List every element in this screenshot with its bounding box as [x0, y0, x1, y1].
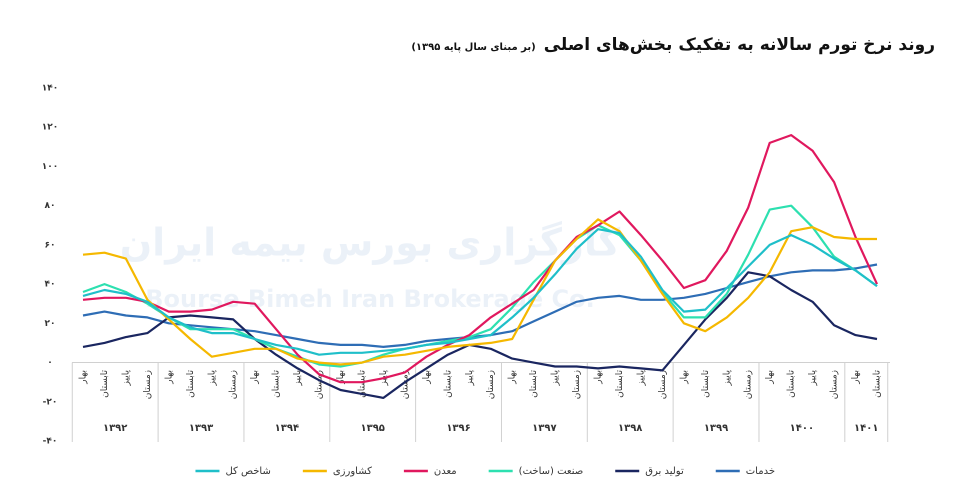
x-tick-label: پاییز	[465, 370, 475, 387]
x-tick-label: بهار	[79, 370, 89, 385]
y-tick-label: -۴۰	[43, 437, 58, 447]
x-tick-label: بهار	[851, 370, 861, 385]
y-tick-label: ۱۰۰	[42, 162, 58, 172]
x-tick-label: بهار	[250, 370, 260, 385]
y-tick-label: ۱۴۰	[42, 84, 58, 94]
x-tick-label: بهار	[336, 370, 346, 385]
x-tick-label: زمستان	[658, 370, 668, 399]
y-tick-label: ۴۰	[45, 280, 56, 290]
x-tick-label: تابستان	[701, 370, 711, 398]
year-label: ۱۳۹۶	[446, 423, 470, 434]
y-tick-label: ۱۲۰	[42, 123, 58, 133]
x-tick-label: پاییز	[207, 370, 217, 387]
x-tick-label: تابستان	[615, 370, 625, 398]
x-tick-label: زمستان	[229, 370, 239, 399]
year-label: ۱۴۰۰	[790, 423, 814, 434]
x-tick-label: زمستان	[143, 370, 153, 399]
year-label: ۱۳۹۹	[704, 423, 728, 434]
chart-subtitle: (بر مبنای سال پایه ۱۳۹۵)	[411, 42, 535, 53]
x-tick-label: بهار	[679, 370, 689, 385]
y-tick-label: -۲۰	[43, 397, 58, 407]
year-label: ۱۳۹۸	[618, 423, 642, 434]
legend-label: تولید برق	[645, 466, 684, 477]
legend-label: معدن	[434, 466, 457, 477]
year-label: ۱۳۹۳	[189, 423, 213, 434]
y-tick-label: ۸۰	[45, 201, 56, 211]
x-tick-label: تابستان	[443, 370, 453, 398]
x-tick-label: زمستان	[400, 370, 410, 399]
x-tick-label: زمستان	[315, 370, 325, 399]
x-tick-label: پاییز	[551, 370, 561, 387]
legend-label: خدمات	[746, 466, 775, 477]
year-label: ۱۳۹۴	[275, 423, 299, 434]
series-line	[82, 204, 878, 368]
x-tick-label: زمستان	[830, 370, 840, 399]
x-tick-label: تابستان	[272, 370, 282, 398]
y-tick-label: ۰	[47, 358, 53, 368]
x-tick-label: پاییز	[636, 370, 646, 387]
x-tick-label: بهار	[508, 370, 518, 385]
x-tick-label: بهار	[594, 370, 604, 385]
x-tick-label: تابستان	[357, 370, 367, 398]
y-tick-label: ۲۰	[45, 319, 56, 329]
series-line	[82, 218, 877, 366]
y-tick-label: ۶۰	[45, 240, 56, 250]
x-tick-label: زمستان	[572, 370, 582, 399]
x-tick-label: زمستان	[486, 370, 496, 399]
x-tick-label: پاییز	[121, 370, 131, 387]
legend-label: صنعت (ساخت)	[519, 466, 584, 477]
chart-title: روند نرخ تورم سالانه به تفکیک بخش‌های اص…	[544, 35, 935, 55]
x-tick-label: بهار	[422, 370, 432, 385]
x-tick-label: بهار	[765, 370, 775, 385]
series-line	[82, 134, 879, 384]
year-label: ۱۳۹۵	[360, 423, 384, 434]
year-label: ۱۴۰۱	[854, 423, 878, 434]
legend-label: شاخص کل	[225, 466, 270, 477]
x-tick-label: پاییز	[722, 370, 732, 387]
watermark: کارگزاری بورس بیمه ایران	[120, 221, 621, 265]
x-tick-label: تابستان	[100, 370, 110, 398]
x-tick-label: زمستان	[744, 370, 754, 399]
legend-label: کشاورزی	[333, 466, 372, 477]
year-label: ۱۳۹۲	[103, 423, 127, 434]
x-tick-label: تابستان	[186, 370, 196, 398]
series-line	[82, 228, 878, 356]
x-tick-label: تابستان	[529, 370, 539, 398]
x-tick-label: تابستان	[873, 370, 883, 398]
year-label: ۱۳۹۷	[532, 423, 556, 434]
series-line	[82, 271, 878, 399]
x-tick-label: بهار	[164, 370, 174, 385]
x-tick-label: تابستان	[787, 370, 797, 398]
x-tick-label: پاییز	[293, 370, 303, 387]
x-tick-label: پاییز	[808, 370, 818, 387]
